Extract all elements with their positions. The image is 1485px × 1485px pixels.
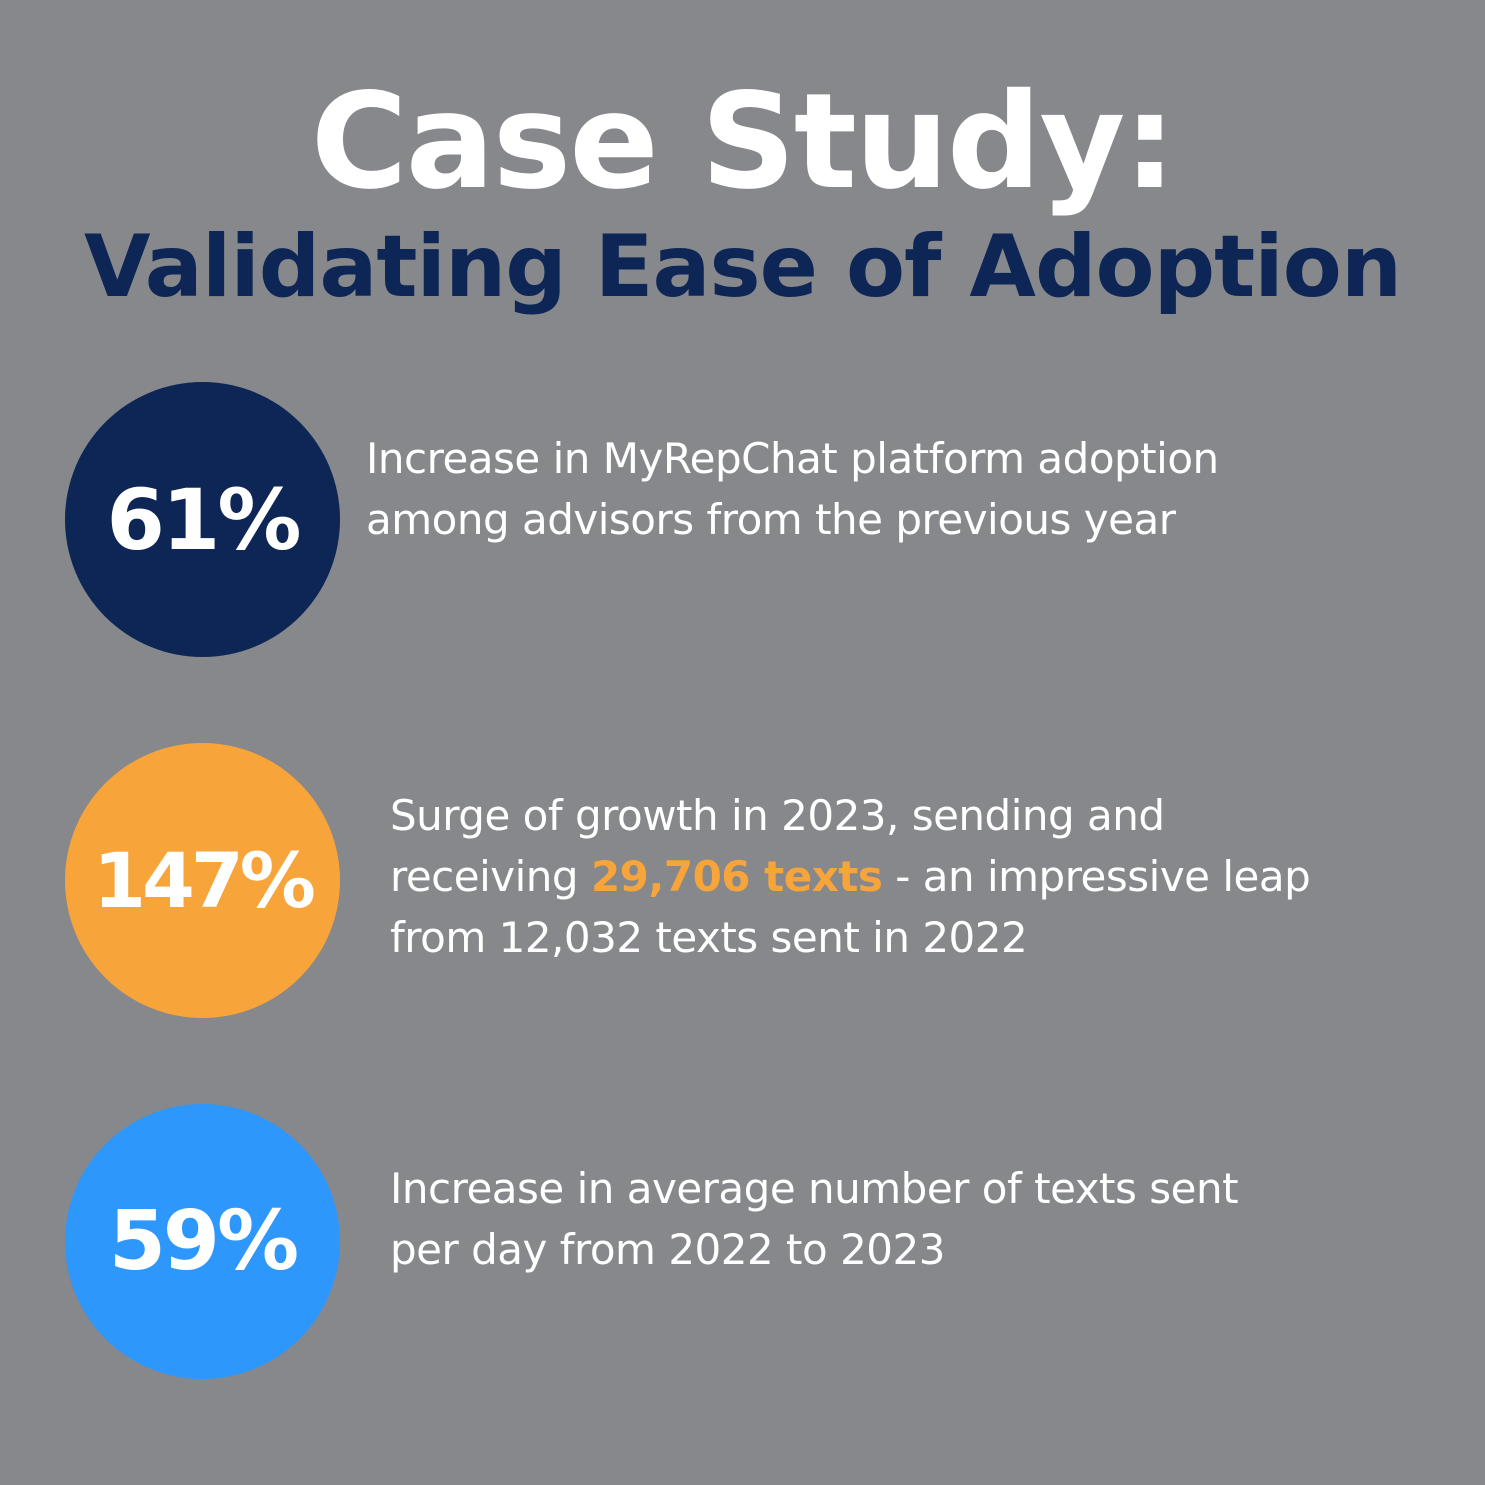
stat-description-line: receiving 29,706 texts - an impressive l… [390, 846, 1311, 907]
stat-description-text: - an impressive leap [882, 852, 1311, 901]
stat-value-growth: 147% [93, 836, 316, 925]
stat-description-line: among advisors from the previous year [366, 495, 1176, 544]
stat-description-daily-texts: Increase in average number of texts sent… [390, 1158, 1239, 1280]
stat-description-growth: Surge of growth in 2023, sending and rec… [390, 785, 1311, 968]
stat-description-line: Increase in MyRepChat platform adoption [366, 434, 1219, 483]
stat-description-line: per day from 2022 to 2023 [390, 1225, 945, 1274]
stat-value-daily-texts: 59% [108, 1194, 299, 1289]
stat-circle-growth: 147% [65, 743, 340, 1018]
page-subtitle: Validating Ease of Adoption [83, 217, 1402, 317]
stat-value-adoption: 61% [106, 470, 301, 569]
stat-circle-daily-texts: 59% [65, 1104, 340, 1379]
stat-description-line: from 12,032 texts sent in 2022 [390, 913, 1028, 962]
stat-description-line: Surge of growth in 2023, sending and [390, 791, 1165, 840]
highlight-texts-count: 29,706 texts [590, 852, 883, 901]
stat-description-text: receiving [390, 852, 591, 901]
page-title: Case Study: [310, 65, 1176, 219]
stat-circle-adoption: 61% [65, 382, 340, 657]
stat-description-adoption: Increase in MyRepChat platform adoption … [366, 428, 1219, 550]
stat-description-line: Increase in average number of texts sent [390, 1164, 1239, 1213]
